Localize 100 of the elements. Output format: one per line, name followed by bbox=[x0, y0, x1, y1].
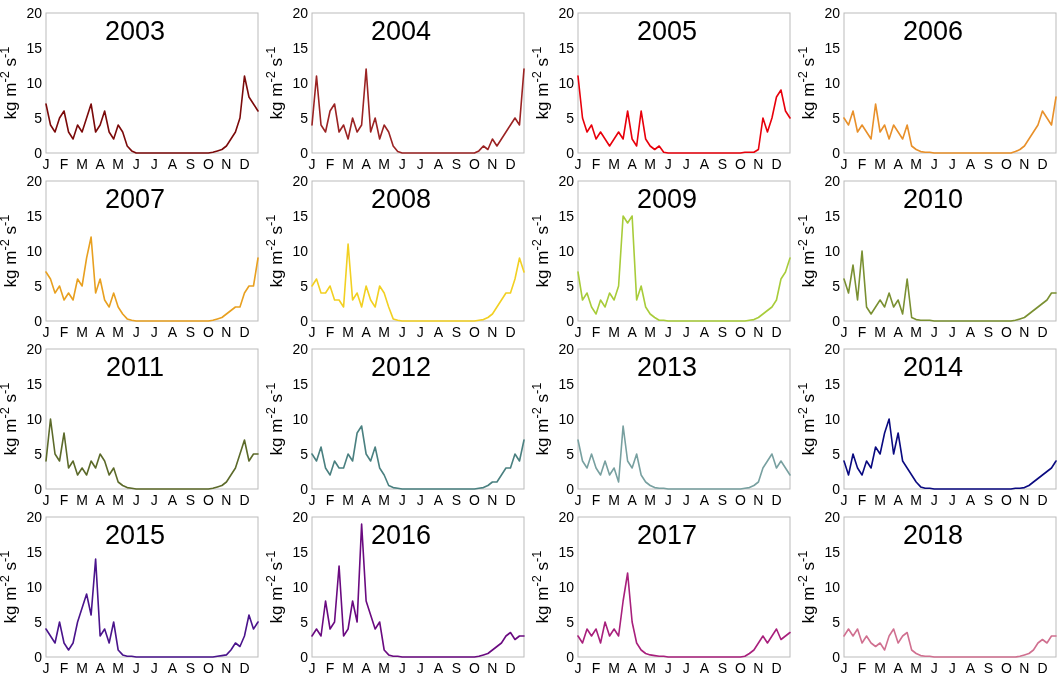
y-tick-label: 10 bbox=[292, 242, 309, 259]
x-tick-label: M bbox=[874, 492, 886, 508]
x-tick-label: S bbox=[451, 324, 462, 340]
x-tick-label: A bbox=[893, 660, 904, 676]
x-tick-label: J bbox=[150, 324, 158, 340]
x-tick-label: M bbox=[910, 660, 923, 676]
chart-title: 2011 bbox=[106, 352, 165, 382]
x-tick-label: N bbox=[221, 156, 232, 172]
x-tick-label: A bbox=[627, 156, 638, 172]
chart-title: 2008 bbox=[371, 184, 432, 214]
x-tick-label: N bbox=[753, 324, 764, 340]
x-tick-label: F bbox=[325, 156, 335, 172]
x-tick-label: N bbox=[1019, 660, 1030, 676]
x-tick-label: F bbox=[857, 156, 867, 172]
y-tick-label: 10 bbox=[558, 410, 575, 427]
y-tick-label: 20 bbox=[292, 340, 309, 357]
x-tick-label: A bbox=[699, 156, 710, 172]
x-tick-label: J bbox=[150, 660, 158, 676]
y-tick-label: 15 bbox=[26, 39, 43, 56]
x-tick-label: N bbox=[221, 492, 232, 508]
x-tick-label: A bbox=[95, 324, 106, 340]
line-series bbox=[577, 572, 791, 658]
x-tick-label: M bbox=[76, 156, 88, 172]
x-tick-label: J bbox=[574, 324, 582, 340]
x-tick-label: M bbox=[378, 156, 391, 172]
x-tick-label: O bbox=[734, 660, 746, 676]
x-tick-label: A bbox=[361, 324, 372, 340]
x-tick-label: N bbox=[1019, 156, 1030, 172]
x-tick-label: N bbox=[753, 156, 764, 172]
x-tick-label: M bbox=[342, 492, 354, 508]
x-tick-label: D bbox=[1037, 324, 1048, 340]
x-tick-label: J bbox=[682, 156, 690, 172]
y-tick-label: 5 bbox=[300, 277, 309, 294]
chart-title: 2003 bbox=[105, 16, 166, 46]
x-tick-label: D bbox=[505, 660, 516, 676]
x-tick-label: D bbox=[1037, 492, 1048, 508]
chart-title: 2013 bbox=[637, 352, 698, 382]
x-tick-label: F bbox=[59, 492, 69, 508]
x-tick-label: O bbox=[468, 660, 480, 676]
x-tick-label: F bbox=[591, 492, 601, 508]
x-tick-label: S bbox=[717, 660, 728, 676]
x-tick-label: M bbox=[342, 156, 354, 172]
y-tick-label: 10 bbox=[824, 242, 841, 259]
x-tick-label: D bbox=[771, 660, 782, 676]
x-tick-label: M bbox=[76, 324, 88, 340]
x-tick-label: M bbox=[342, 660, 354, 676]
x-tick-label: M bbox=[76, 660, 88, 676]
x-tick-label: J bbox=[132, 156, 140, 172]
x-tick-label: J bbox=[150, 492, 158, 508]
x-tick-label: F bbox=[591, 660, 601, 676]
y-tick-label: 5 bbox=[300, 613, 309, 630]
y-tick-label: 5 bbox=[34, 613, 43, 630]
x-tick-label: J bbox=[416, 156, 424, 172]
x-tick-label: J bbox=[308, 492, 316, 508]
x-tick-label: A bbox=[627, 660, 638, 676]
line-series bbox=[45, 418, 259, 490]
x-tick-label: A bbox=[167, 492, 178, 508]
x-tick-label: M bbox=[608, 156, 620, 172]
y-tick-label: 15 bbox=[824, 543, 841, 560]
x-tick-label: F bbox=[59, 660, 69, 676]
y-tick-label: 0 bbox=[300, 648, 309, 665]
y-tick-label: 10 bbox=[558, 74, 575, 91]
y-tick-label: 10 bbox=[824, 410, 841, 427]
x-tick-label: J bbox=[398, 660, 406, 676]
x-tick-label: J bbox=[42, 660, 50, 676]
y-tick-label: 10 bbox=[558, 242, 575, 259]
x-tick-label: A bbox=[965, 156, 976, 172]
x-tick-label: F bbox=[857, 660, 867, 676]
x-tick-label: A bbox=[167, 156, 178, 172]
y-tick-label: 15 bbox=[558, 39, 575, 56]
x-tick-label: A bbox=[95, 156, 106, 172]
chart-title: 2006 bbox=[903, 16, 964, 46]
x-tick-label: D bbox=[505, 324, 516, 340]
y-tick-label: 5 bbox=[566, 613, 575, 630]
x-tick-label: M bbox=[112, 492, 125, 508]
x-tick-label: F bbox=[591, 156, 601, 172]
y-tick-label: 20 bbox=[824, 508, 841, 525]
x-tick-label: M bbox=[910, 324, 923, 340]
x-tick-label: A bbox=[95, 660, 106, 676]
x-tick-label: S bbox=[185, 492, 196, 508]
line-series bbox=[311, 243, 525, 322]
x-tick-label: M bbox=[76, 492, 88, 508]
x-tick-label: O bbox=[1000, 156, 1012, 172]
x-tick-label: J bbox=[574, 660, 582, 676]
y-tick-label: 5 bbox=[34, 109, 43, 126]
y-tick-label: 0 bbox=[832, 648, 841, 665]
y-tick-label: 15 bbox=[26, 207, 43, 224]
x-tick-label: J bbox=[682, 324, 690, 340]
y-tick-label: 15 bbox=[26, 543, 43, 560]
line-series bbox=[843, 250, 1057, 322]
y-tick-label: 0 bbox=[34, 480, 43, 497]
y-tick-label: 15 bbox=[292, 39, 309, 56]
x-tick-label: A bbox=[95, 492, 106, 508]
x-tick-label: M bbox=[378, 492, 391, 508]
x-tick-label: S bbox=[717, 156, 728, 172]
x-tick-label: F bbox=[59, 324, 69, 340]
line-series bbox=[577, 215, 791, 322]
x-tick-label: M bbox=[608, 492, 620, 508]
y-tick-label: 5 bbox=[300, 445, 309, 462]
x-tick-label: A bbox=[627, 492, 638, 508]
